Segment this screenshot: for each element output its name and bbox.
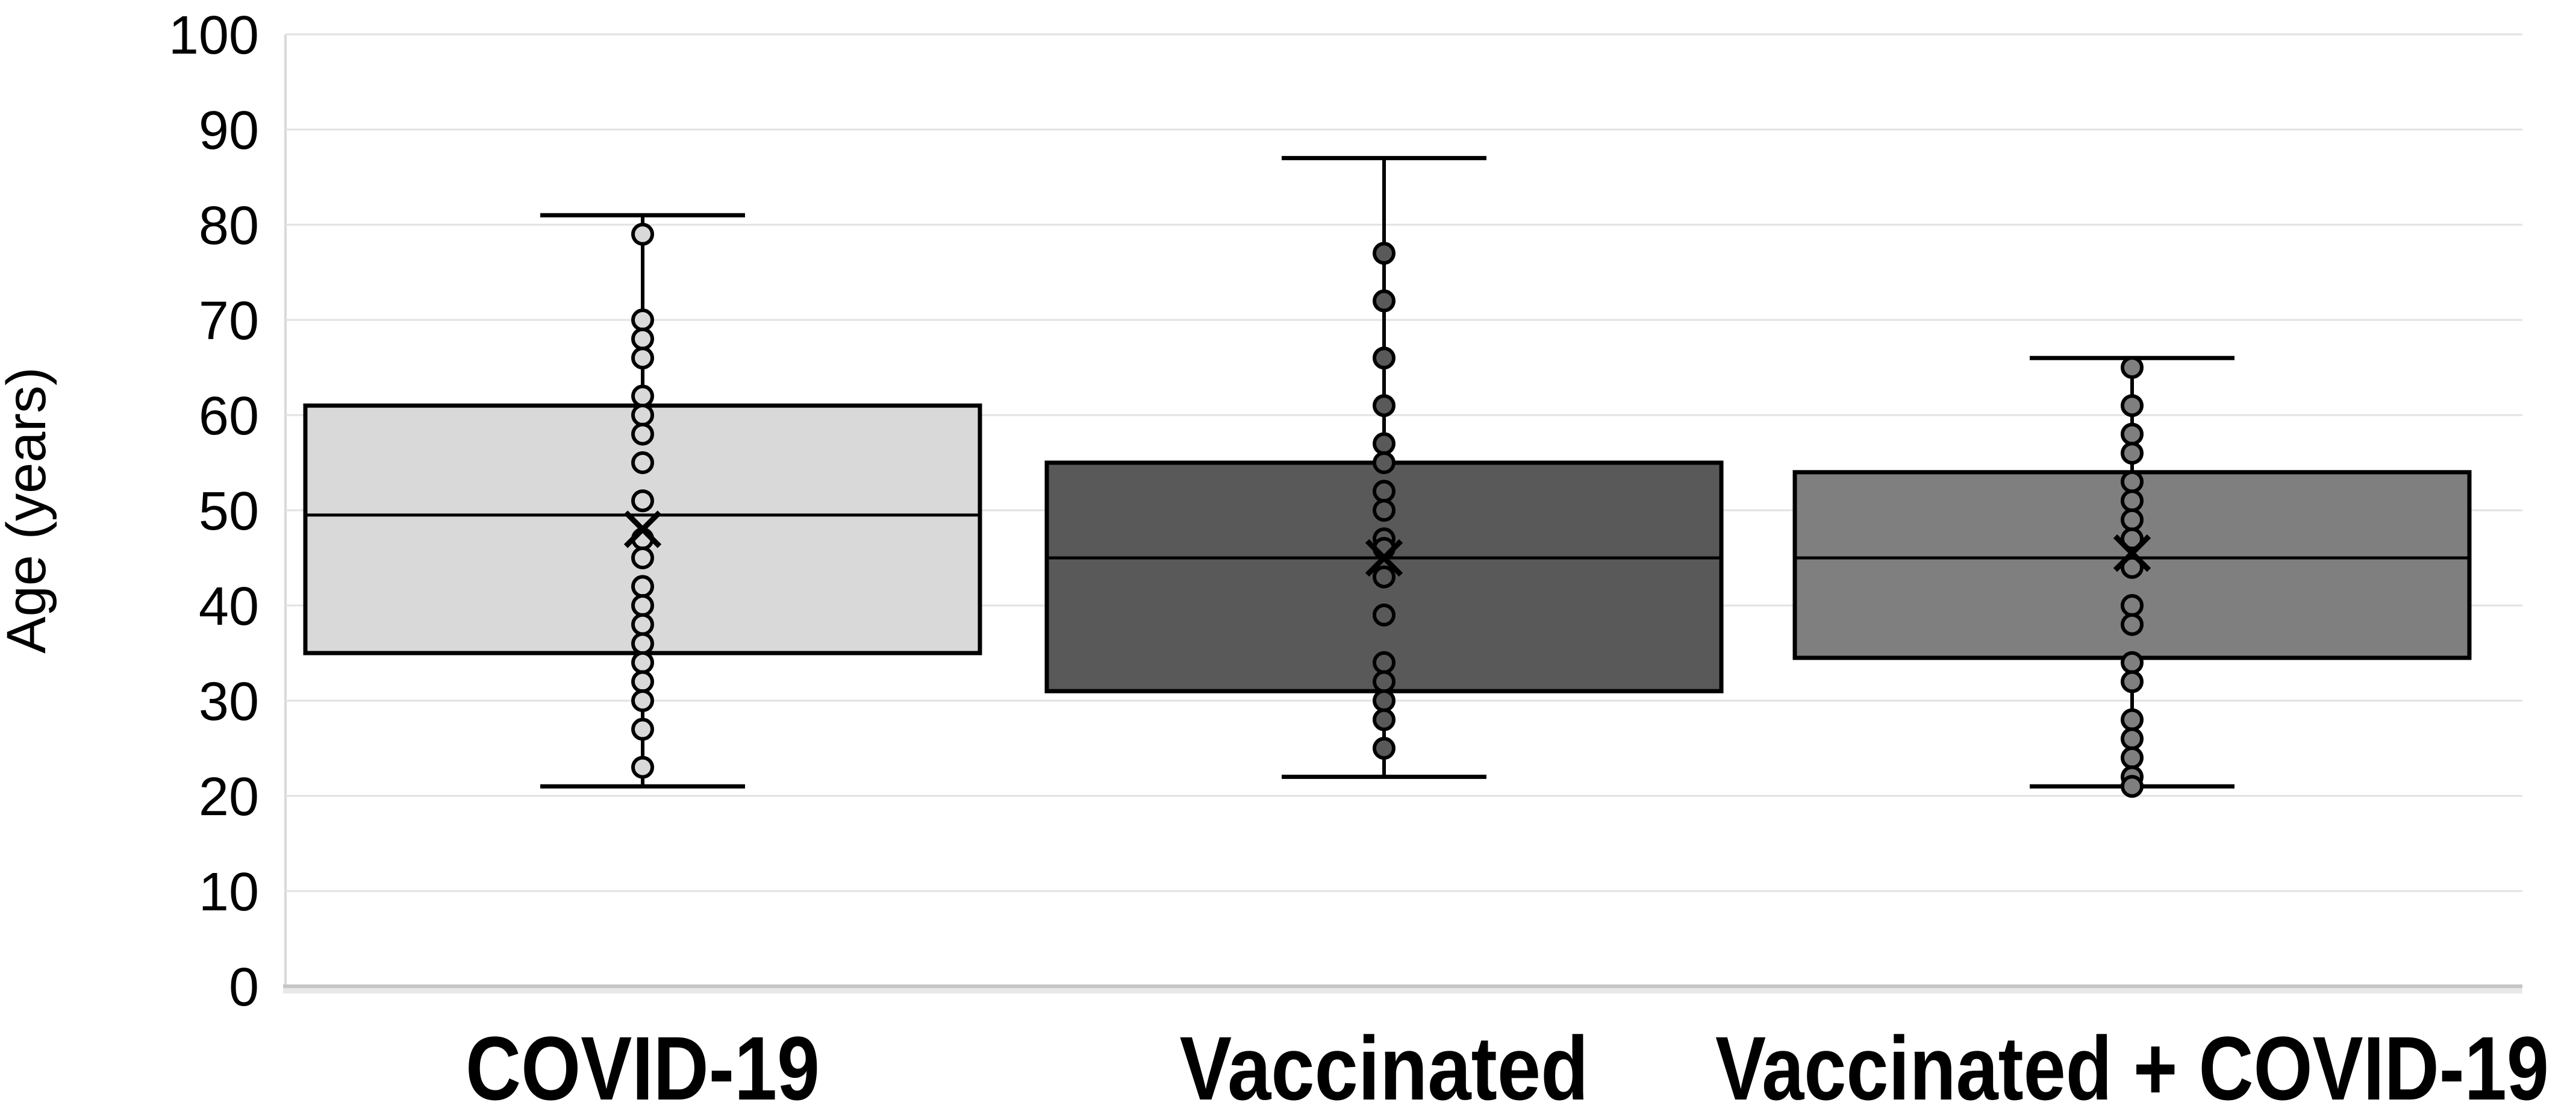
data-point <box>631 489 654 513</box>
data-point <box>631 222 654 246</box>
data-point <box>631 384 654 408</box>
data-point <box>1373 480 1396 503</box>
data-point <box>1373 432 1396 455</box>
data-point <box>1373 689 1396 712</box>
y-tick-label: 80 <box>199 196 259 256</box>
box-series-2 <box>1044 155 1724 779</box>
data-point <box>631 689 654 712</box>
data-point <box>2121 470 2144 493</box>
y-tick-label: 100 <box>169 5 259 66</box>
data-point <box>631 451 654 474</box>
data-point <box>631 594 654 617</box>
data-point <box>1373 499 1396 522</box>
mean-marker-x <box>2113 534 2151 572</box>
data-point <box>2121 708 2144 731</box>
data-point <box>1373 651 1396 674</box>
data-point <box>2121 394 2144 418</box>
data-point <box>631 546 654 569</box>
box-series-3 <box>1792 355 2472 798</box>
mean-marker-x <box>1365 539 1403 577</box>
data-point <box>2121 555 2144 579</box>
y-tick-label: 0 <box>229 957 259 1018</box>
data-point <box>2121 613 2144 636</box>
series-layer <box>303 155 2472 798</box>
y-axis-title: Age (years) <box>0 367 57 654</box>
y-tick-label: 70 <box>199 291 259 351</box>
data-point <box>2121 670 2144 693</box>
data-point <box>2121 489 2144 513</box>
y-tick-label: 20 <box>199 767 259 827</box>
data-point <box>2121 775 2144 798</box>
yaxis-layer: 0 10 20 30 40 50 60 70 80 90 100 <box>169 5 259 1018</box>
data-point <box>631 346 654 370</box>
data-point <box>631 327 654 351</box>
y-tick-label: 60 <box>199 386 259 446</box>
data-point <box>1373 565 1396 589</box>
data-point <box>1373 346 1396 370</box>
mean-marker-x <box>623 510 662 548</box>
data-point <box>2121 727 2144 751</box>
data-point <box>1373 670 1396 693</box>
data-point <box>2121 442 2144 465</box>
y-tick-label: 90 <box>199 101 259 161</box>
data-point <box>1373 451 1396 474</box>
data-point <box>631 613 654 636</box>
data-point <box>1373 242 1396 265</box>
data-point <box>1373 289 1396 313</box>
data-point <box>2121 508 2144 531</box>
data-point <box>631 575 654 598</box>
data-point <box>2121 356 2144 379</box>
y-tick-label: 10 <box>199 862 259 922</box>
data-point <box>1373 603 1396 627</box>
category-label: Vaccinated <box>1180 1018 1589 1119</box>
data-point <box>631 756 654 779</box>
data-point <box>631 651 654 674</box>
data-point <box>631 670 654 693</box>
data-point <box>2121 422 2144 446</box>
y-tick-label: 50 <box>199 481 259 542</box>
data-point <box>1373 394 1396 418</box>
data-point <box>631 422 654 446</box>
y-tick-label: 40 <box>199 577 259 637</box>
data-point <box>2121 594 2144 617</box>
data-point <box>2121 651 2144 674</box>
box-series-1 <box>303 213 982 789</box>
data-point <box>631 308 654 331</box>
data-point <box>2121 746 2144 769</box>
data-point <box>1373 708 1396 731</box>
gridlines-layer <box>283 33 2522 993</box>
category-label: Vaccinated + COVID-19 <box>1715 1018 2549 1119</box>
y-tick-label: 30 <box>199 672 259 732</box>
data-point <box>631 404 654 427</box>
data-point <box>1373 737 1396 760</box>
category-label: COVID-19 <box>466 1018 820 1119</box>
xaxis-layer: COVID-19 Vaccinated Vaccinated + COVID-19 <box>466 1018 2549 1119</box>
data-point <box>2121 527 2144 551</box>
data-point <box>631 632 654 655</box>
data-point <box>631 718 654 741</box>
